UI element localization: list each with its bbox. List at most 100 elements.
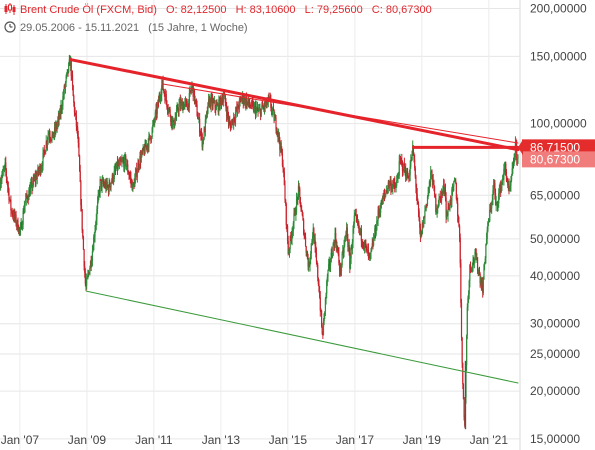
- candle-body: [396, 180, 398, 186]
- candle-body: [499, 184, 501, 191]
- candle-body: [238, 108, 240, 110]
- candle-body: [143, 147, 145, 150]
- candle-body: [122, 160, 124, 162]
- candle-body: [237, 104, 239, 109]
- candle-body: [442, 184, 445, 190]
- candle-body: [362, 245, 364, 247]
- candle-body: [38, 169, 40, 173]
- candle-body: [111, 174, 113, 182]
- candle-body: [440, 196, 442, 201]
- candle-body: [459, 237, 461, 264]
- candle-body: [401, 159, 403, 162]
- candle-body: [255, 108, 257, 115]
- candle-body: [457, 216, 459, 224]
- chart-header: Brent Crude Öl (FXCM, Bid) O: 82,12500 H…: [4, 3, 438, 16]
- candle-body: [174, 118, 176, 125]
- candle-body: [347, 245, 350, 247]
- candle-body: [342, 250, 344, 254]
- x-tick-label: Jan '15: [269, 433, 308, 447]
- candle-body: [310, 253, 312, 260]
- candle-body: [451, 186, 454, 190]
- candle-body: [42, 153, 44, 167]
- candle-body: [352, 228, 354, 243]
- candle-body: [267, 101, 269, 105]
- candle-body: [495, 202, 497, 205]
- y-axis: 200,00000 150,00000 100,00000 65,00000 50,00…: [530, 2, 587, 446]
- candle-body: [23, 206, 25, 213]
- candle-body: [428, 181, 431, 188]
- y-tick-label: 30,00000: [530, 317, 580, 331]
- candle-body: [346, 227, 348, 240]
- candle-body: [424, 210, 426, 218]
- candle-body: [67, 69, 69, 73]
- candle-body: [335, 240, 337, 249]
- candle-body: [77, 136, 79, 143]
- candle-body: [343, 245, 345, 253]
- candle-body: [233, 117, 235, 120]
- candle-body: [337, 246, 339, 252]
- candle-body: [430, 171, 432, 182]
- candle-body: [407, 177, 409, 179]
- candle-body: [87, 273, 89, 277]
- candle-body: [185, 100, 187, 102]
- candle-body: [367, 249, 370, 254]
- candle-body: [63, 86, 65, 95]
- candle-body: [356, 216, 358, 220]
- candle-body: [347, 239, 349, 247]
- candle-body: [263, 102, 266, 109]
- candle-body: [362, 242, 364, 246]
- candle-body: [134, 173, 137, 179]
- candle-body: [76, 126, 78, 128]
- candle-body: [365, 244, 367, 246]
- candle-body: [1, 175, 3, 180]
- candle-body: [414, 168, 416, 177]
- candle-body: [117, 163, 119, 169]
- candle-body: [245, 98, 248, 107]
- candle-body: [419, 220, 421, 228]
- candle-body: [490, 207, 492, 209]
- candle-body: [121, 160, 123, 162]
- candle-body: [355, 213, 357, 215]
- candle-body: [472, 258, 474, 267]
- candle-body: [372, 243, 374, 246]
- candle-body: [31, 181, 33, 189]
- candlestick-icon: [4, 3, 16, 15]
- candle-body: [66, 72, 68, 77]
- candle-body: [177, 106, 179, 111]
- candle-body: [162, 80, 164, 90]
- candle-body: [18, 227, 20, 233]
- candle-body: [80, 181, 82, 206]
- badge-level-label: 86,71500: [530, 140, 580, 154]
- candle-body: [421, 223, 423, 234]
- candle-body: [147, 143, 149, 148]
- candle-body: [350, 247, 352, 259]
- candle-body: [77, 127, 79, 137]
- candle-body: [102, 180, 104, 185]
- candle-body: [330, 252, 332, 262]
- candle-body: [150, 137, 153, 141]
- y-tick-label: 40,00000: [530, 269, 580, 283]
- candle-body: [72, 85, 74, 96]
- candle-body: [444, 189, 446, 191]
- candle-body: [358, 222, 360, 229]
- x-tick-label: Jan '09: [68, 433, 107, 447]
- candle-body: [399, 158, 402, 160]
- candle-body: [65, 76, 67, 83]
- candle-body: [141, 150, 144, 152]
- candle-body: [109, 186, 112, 188]
- candle-body: [182, 104, 184, 111]
- candle-body: [469, 265, 471, 281]
- candle-body: [193, 89, 196, 102]
- candle-body: [509, 185, 511, 188]
- candle-body: [281, 152, 284, 166]
- candle-body: [308, 262, 310, 267]
- candle-body: [359, 228, 361, 233]
- candle-body: [334, 232, 336, 246]
- candle-body: [30, 184, 32, 188]
- candle-body: [454, 180, 456, 182]
- candle-body: [19, 227, 22, 230]
- candle-body: [104, 183, 106, 187]
- candle-body: [251, 101, 253, 108]
- candle-body: [390, 181, 392, 190]
